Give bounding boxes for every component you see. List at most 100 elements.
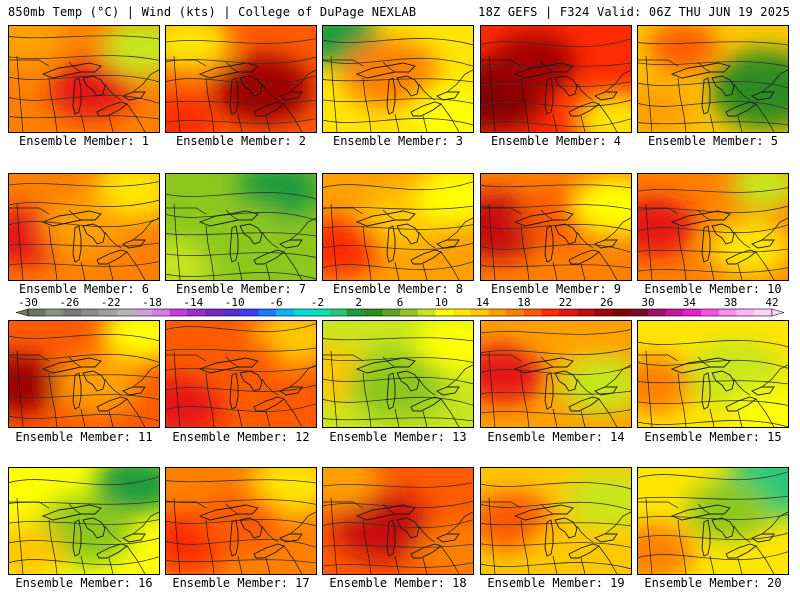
great-lake-outline <box>594 386 618 396</box>
colorbar-tick-label: 38 <box>724 296 737 309</box>
great-lake-outline <box>554 517 578 539</box>
state-border-line <box>709 408 715 427</box>
state-border-line <box>576 525 594 543</box>
state-border-line <box>9 501 50 509</box>
state-border-line <box>9 354 50 362</box>
state-border-line <box>126 545 146 574</box>
state-border-line <box>755 103 775 132</box>
colorbar-swatch <box>152 309 171 316</box>
state-border-line <box>446 511 473 535</box>
state-border-line <box>80 408 86 427</box>
great-lake-outline <box>198 210 259 227</box>
state-border-line <box>283 251 303 280</box>
great-lake-outline <box>751 239 775 249</box>
colorbar-swatch <box>205 309 224 316</box>
state-border-line <box>225 61 239 73</box>
height-contour-line <box>9 334 159 342</box>
state-border-line <box>205 372 215 427</box>
height-contour-line <box>9 55 159 61</box>
great-lake-outline <box>544 372 554 410</box>
colorbar-swatch <box>453 309 472 316</box>
height-contour-line <box>481 366 631 376</box>
height-contour-line <box>323 57 473 67</box>
state-border-line <box>132 217 159 241</box>
colorbar-tick-label: -30 <box>18 296 38 309</box>
temperature-anomaly-region <box>323 468 380 509</box>
state-border-line <box>16 350 24 427</box>
state-border-line <box>645 55 653 132</box>
state-border-line <box>761 217 788 241</box>
great-lake-outline <box>436 91 460 101</box>
state-border-line <box>520 77 530 132</box>
great-lake-outline <box>594 239 618 249</box>
temperature-anomaly-region <box>9 354 59 415</box>
great-lake-outline <box>198 504 259 521</box>
colorbar-swatch <box>648 309 667 316</box>
state-border-line <box>598 398 618 427</box>
colorbar-tick-label: -14 <box>183 296 203 309</box>
temperature-colorbar: -30 -26 -22 -18 -14 -10 -6 -2 2 6 10 14 18 22 26 30 34 38… <box>10 296 790 322</box>
state-border-line <box>761 69 788 93</box>
temperature-anomaly-region <box>638 354 695 415</box>
great-lake-outline <box>725 543 757 559</box>
height-contour-line <box>166 366 316 372</box>
height-contour-line <box>638 81 788 89</box>
temperature-anomaly-region <box>416 321 473 373</box>
colorbar-swatch <box>488 309 507 316</box>
state-border-line <box>330 55 338 132</box>
state-border-line <box>604 364 631 388</box>
state-border-line <box>225 503 239 515</box>
great-lake-outline <box>436 239 460 249</box>
height-contour-line <box>166 479 316 484</box>
temperature-anomaly-region <box>481 344 546 404</box>
state-border-line <box>382 209 396 221</box>
ensemble-panel-4 <box>480 25 632 133</box>
great-lake-outline <box>670 62 731 79</box>
great-lake-outline <box>72 225 82 263</box>
colorbar-tick-label: 26 <box>600 296 613 309</box>
state-border-line <box>80 113 86 132</box>
state-border-line <box>104 231 122 249</box>
state-border-line <box>289 69 316 93</box>
height-contour-line <box>9 115 159 120</box>
height-contour-line <box>166 252 316 258</box>
ensemble-member-label: Ensemble Member: 9 <box>490 282 622 296</box>
temperature-anomaly-region <box>349 349 447 420</box>
state-border-line <box>638 354 679 362</box>
colorbar-swatch <box>293 309 312 316</box>
ensemble-panel-15 <box>637 320 789 428</box>
height-contour-line <box>481 347 631 355</box>
state-border-line <box>289 511 316 535</box>
temperature-anomaly-region <box>166 96 216 132</box>
state-border-line <box>440 545 460 574</box>
state-border-line <box>638 501 679 509</box>
great-lake-outline <box>229 77 239 115</box>
state-border-line <box>48 225 58 280</box>
state-border-line <box>488 350 496 427</box>
state-border-line <box>265 557 271 574</box>
temperature-field-map <box>166 26 316 132</box>
state-border-line <box>488 203 496 280</box>
great-lake-outline <box>198 62 259 79</box>
ensemble-panel-5 <box>637 25 789 133</box>
state-border-line <box>382 503 396 515</box>
state-border-line <box>330 350 338 427</box>
temperature-anomaly-region <box>529 321 613 362</box>
colorbar-swatch <box>718 309 737 316</box>
state-border-line <box>166 354 207 362</box>
colorbar-swatch <box>134 309 153 316</box>
temperature-field-map <box>9 468 159 574</box>
height-contour-line <box>481 118 631 128</box>
great-lake-outline <box>513 62 574 79</box>
height-contour-line <box>323 261 473 271</box>
state-border-line <box>80 261 86 280</box>
temperature-field-map <box>323 321 473 427</box>
great-lake-outline <box>568 543 600 559</box>
ensemble-panel-19 <box>480 467 632 575</box>
state-border-line <box>283 398 303 427</box>
height-contour-line <box>481 329 631 335</box>
state-border-line <box>520 225 530 280</box>
height-contour-line <box>9 476 159 486</box>
height-contour-line <box>166 347 316 352</box>
